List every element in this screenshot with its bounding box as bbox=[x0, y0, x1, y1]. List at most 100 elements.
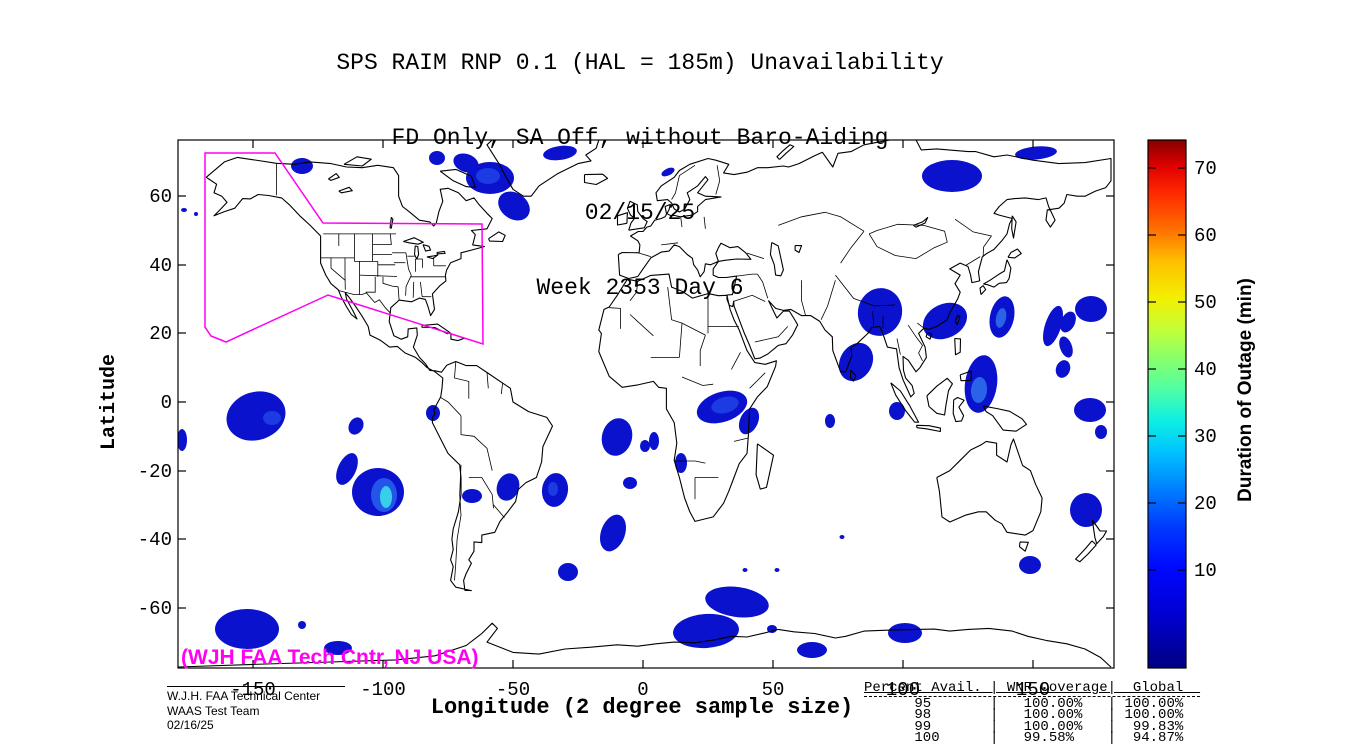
outage-region bbox=[673, 613, 739, 649]
outage-region bbox=[649, 432, 659, 450]
border-line bbox=[468, 477, 494, 509]
border-line bbox=[359, 274, 398, 277]
coastline bbox=[1075, 540, 1097, 563]
coastline bbox=[426, 254, 439, 260]
coastline bbox=[982, 405, 1028, 432]
border-line bbox=[486, 372, 489, 389]
outage-region bbox=[623, 477, 637, 489]
outage-region bbox=[429, 151, 445, 165]
border-line bbox=[671, 164, 696, 200]
border-line bbox=[840, 230, 865, 264]
outage-region bbox=[601, 418, 633, 456]
figure-title: SPS RAIM RNP 0.1 (HAL = 185m) Unavailabi… bbox=[170, 1, 1110, 351]
border-line bbox=[338, 290, 391, 314]
border-line bbox=[681, 322, 706, 336]
table-row: 99 | 100.00% | 99.83% bbox=[864, 718, 1201, 735]
coastline bbox=[755, 443, 775, 490]
border-line bbox=[674, 460, 706, 464]
outage-region bbox=[797, 642, 827, 658]
colorbar-tick-label: 50 bbox=[1194, 292, 1217, 314]
credit-block: W.J.H. FAA Technical Center WAAS Test Te… bbox=[167, 686, 345, 733]
coastline bbox=[890, 382, 920, 423]
border-line bbox=[609, 307, 621, 329]
colorbar-tick-label: 30 bbox=[1194, 426, 1217, 448]
border-line bbox=[439, 396, 462, 416]
coastline bbox=[178, 622, 1112, 668]
coastline bbox=[954, 337, 962, 356]
title-line-4: Week 2353 Day 6 bbox=[536, 275, 744, 301]
border-line bbox=[699, 334, 706, 366]
outage-region bbox=[661, 167, 675, 177]
border-line bbox=[681, 376, 714, 386]
outage-region bbox=[742, 568, 748, 572]
outage-region bbox=[675, 453, 687, 473]
outage-region bbox=[181, 208, 187, 212]
coastline bbox=[205, 156, 554, 592]
outage-region bbox=[839, 535, 845, 539]
x-tick-label: -50 bbox=[496, 679, 530, 701]
border-line bbox=[667, 287, 683, 324]
x-tick-label: -100 bbox=[360, 679, 406, 701]
coastline bbox=[915, 424, 941, 433]
x-axis-label: Longitude (2 degree sample size) bbox=[431, 695, 853, 720]
outage-region bbox=[1060, 311, 1076, 333]
border-line bbox=[746, 252, 765, 259]
border-line bbox=[907, 324, 923, 361]
border-line bbox=[405, 252, 412, 276]
coastline bbox=[983, 259, 1012, 288]
y-tick-label: 40 bbox=[149, 255, 172, 277]
coastline bbox=[617, 140, 1112, 398]
map-annotation: (WJH FAA Tech Cntr, NJ USA) bbox=[181, 646, 479, 669]
border-line bbox=[733, 294, 766, 302]
outage-region bbox=[558, 563, 578, 581]
outage-region bbox=[462, 489, 482, 503]
border-line bbox=[365, 276, 376, 293]
border-line bbox=[454, 464, 462, 581]
coastline bbox=[1011, 215, 1017, 239]
outage-region bbox=[1074, 398, 1106, 422]
credit-line-3: 02/16/25 bbox=[167, 718, 214, 732]
coastline bbox=[1091, 519, 1108, 545]
x-tick-label: -150 bbox=[230, 679, 276, 701]
border-line bbox=[731, 352, 741, 370]
outage-region bbox=[498, 191, 530, 221]
x-tick-label: 50 bbox=[762, 679, 785, 701]
y-tick-label: 60 bbox=[149, 186, 172, 208]
outage-region bbox=[767, 625, 777, 633]
y-tick-label: -20 bbox=[138, 461, 172, 483]
border-line bbox=[629, 314, 654, 337]
border-line bbox=[638, 252, 651, 257]
border-line bbox=[868, 223, 948, 260]
title-line-2: FD Only, SA Off, without Baro-Aiding bbox=[391, 125, 889, 151]
outage-region bbox=[380, 486, 392, 508]
colorbar-tick-label: 20 bbox=[1194, 493, 1217, 515]
colorbar-ticks bbox=[1148, 167, 1186, 571]
border-line bbox=[778, 211, 865, 232]
axis-ticks bbox=[178, 140, 1114, 668]
outage-region bbox=[226, 391, 286, 441]
coastline bbox=[598, 273, 777, 522]
outage-region bbox=[496, 473, 520, 501]
outage-region bbox=[889, 402, 905, 420]
coastline bbox=[849, 369, 857, 382]
coastline bbox=[328, 173, 340, 181]
outage-region bbox=[336, 453, 358, 485]
outage-region bbox=[1055, 360, 1071, 378]
credit-line-2: WAAS Test Team bbox=[167, 703, 260, 718]
colorbar-tick-label: 60 bbox=[1194, 225, 1217, 247]
outage-region bbox=[825, 414, 835, 428]
outage-region bbox=[705, 586, 769, 618]
waas-boundary bbox=[204, 152, 484, 346]
border-line bbox=[454, 361, 470, 399]
border-line bbox=[397, 286, 400, 301]
table-divider bbox=[864, 695, 1200, 698]
outage-regions bbox=[178, 145, 1107, 658]
outage-region bbox=[1059, 336, 1073, 358]
border-line bbox=[896, 338, 901, 355]
border-line bbox=[679, 323, 683, 358]
coastline bbox=[583, 173, 609, 186]
outage-region bbox=[1015, 146, 1057, 160]
outage-region bbox=[178, 429, 187, 451]
coastline bbox=[1007, 248, 1022, 259]
